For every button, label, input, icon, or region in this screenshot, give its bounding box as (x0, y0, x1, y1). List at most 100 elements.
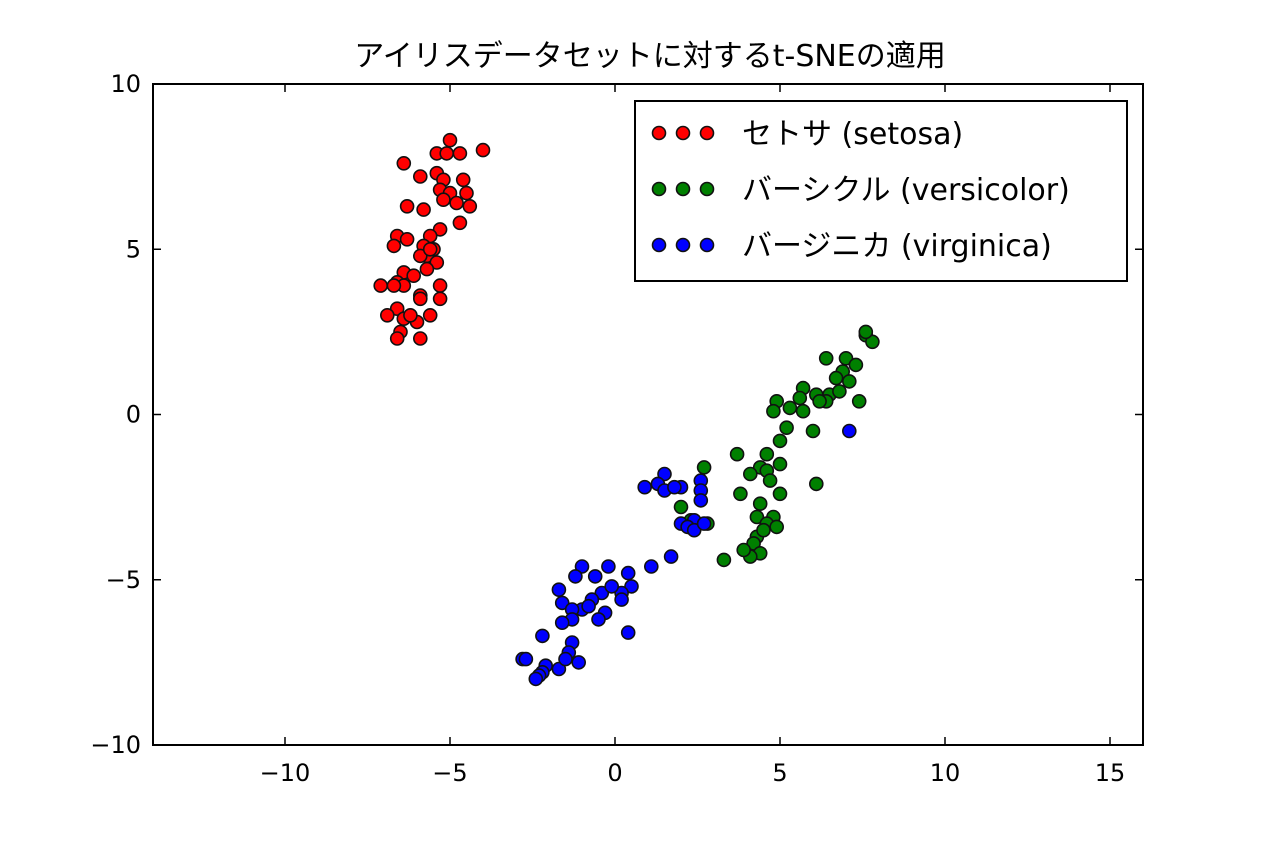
data-point-s2-13 (663, 549, 679, 564)
data-point-s1-47 (756, 522, 771, 538)
data-point-s2-1 (657, 466, 672, 482)
data-point-s2-12 (686, 522, 702, 538)
data-point-s1-26 (808, 476, 824, 492)
data-point-s2-39 (551, 661, 567, 677)
data-point-s1-19 (805, 423, 821, 439)
data-point-s1-48 (736, 542, 752, 558)
data-point-s1-6 (828, 370, 844, 386)
data-point-s2-47 (581, 598, 596, 614)
data-point-s1-4 (848, 357, 864, 373)
data-point-s2-8 (693, 493, 709, 508)
data-point-s1-40 (716, 552, 732, 568)
data-point-s0-18 (432, 222, 448, 237)
data-point-s2-32 (620, 625, 636, 640)
data-point-s2-31 (554, 615, 570, 631)
data-point-s1-16 (766, 403, 781, 419)
data-point-s1-15 (782, 400, 798, 416)
y-tick-label: 10 (110, 70, 141, 98)
data-point-s1-29 (752, 496, 768, 512)
legend: セトサ (setosa) バーシクル (versicolor) バージニカ (vir… (634, 100, 1128, 282)
data-point-s1-27 (733, 486, 748, 502)
data-point-s1-11 (792, 390, 808, 406)
data-point-s0-35 (412, 291, 428, 307)
legend-marker (675, 237, 691, 253)
data-point-s0-38 (379, 307, 395, 323)
data-point-s2-45 (696, 516, 712, 531)
data-point-s0-32 (432, 278, 448, 293)
y-tick-label: −5 (106, 566, 141, 594)
data-point-s2-23 (594, 585, 610, 601)
data-point-s0-48 (386, 278, 402, 293)
data-point-s0-49 (422, 242, 438, 257)
legend-label: バージニカ (virginica) (742, 229, 1052, 264)
data-point-s0-44 (403, 307, 418, 323)
data-point-s0-26 (412, 248, 428, 264)
data-point-s0-27 (429, 255, 445, 270)
data-point-s0-46 (406, 268, 422, 284)
legend-label: セトサ (setosa) (742, 117, 963, 152)
data-point-s2-29 (591, 612, 606, 627)
data-point-s1-20 (729, 446, 745, 462)
data-point-s1-3 (838, 350, 854, 366)
data-point-s1-35 (769, 519, 785, 535)
x-tick-label: 15 (1095, 759, 1126, 787)
data-point-s0-45 (422, 307, 438, 323)
legend-marker (699, 237, 715, 253)
data-point-s0-13 (462, 199, 478, 214)
data-point-s2-43 (604, 579, 620, 594)
data-point-s1-49 (832, 384, 847, 399)
data-point-s0-47 (436, 192, 451, 207)
data-point-s1-43 (858, 324, 874, 340)
data-point-s1-30 (673, 499, 689, 515)
data-point-s1-21 (759, 446, 775, 462)
y-tick-label: 0 (126, 401, 141, 429)
data-point-s2-15 (574, 559, 590, 574)
y-tick-label: −10 (90, 731, 141, 759)
data-point-s2-44 (558, 651, 573, 667)
data-point-s2-33 (535, 628, 550, 644)
data-point-s1-45 (772, 433, 788, 449)
data-point-s1-18 (779, 420, 794, 436)
data-point-s2-49 (614, 592, 629, 607)
data-point-s0-12 (459, 185, 474, 201)
data-point-s0-23 (386, 238, 402, 254)
data-point-s2-46 (667, 479, 682, 495)
data-point-s0-16 (416, 202, 431, 217)
legend-marker (651, 181, 667, 197)
data-point-s0-36 (432, 291, 448, 307)
data-point-s2-18 (568, 569, 583, 584)
legend-box (634, 100, 1128, 282)
legend-marker (699, 181, 715, 197)
data-point-s2-17 (620, 565, 636, 581)
data-point-s0-30 (373, 278, 389, 293)
legend-marker (675, 125, 691, 141)
axis-layer: −10 −5 0 5 10 15 −10 −5 0 5 10 (90, 70, 1143, 787)
data-point-s2-0 (841, 423, 857, 439)
data-point-s0-28 (419, 261, 435, 277)
y-tick-label: 5 (126, 235, 141, 263)
x-tick-label: −5 (432, 759, 467, 787)
data-point-s2-42 (528, 671, 544, 687)
data-point-s1-28 (772, 486, 788, 502)
data-point-s0-43 (389, 331, 405, 346)
points-layer (373, 132, 880, 687)
data-point-s1-13 (851, 393, 867, 409)
data-point-s0-17 (452, 215, 468, 231)
data-point-s0-37 (389, 301, 405, 317)
data-point-s0-8 (455, 172, 471, 188)
data-point-s0-7 (412, 169, 428, 184)
data-point-s1-7 (841, 374, 857, 389)
legend-marker (651, 237, 667, 253)
data-point-s2-16 (601, 559, 616, 574)
data-point-s0-21 (399, 232, 415, 247)
data-point-s2-25 (554, 595, 570, 611)
legend-marker (699, 125, 715, 141)
chart-title: アイリスデータセットに対するt-SNEの適用 (354, 39, 946, 74)
data-point-s0-14 (449, 195, 464, 211)
data-point-s1-41 (696, 460, 712, 475)
data-point-s0-1 (475, 142, 491, 158)
data-point-s1-46 (762, 473, 778, 488)
data-point-s0-15 (399, 199, 415, 214)
data-point-s1-25 (742, 466, 758, 482)
